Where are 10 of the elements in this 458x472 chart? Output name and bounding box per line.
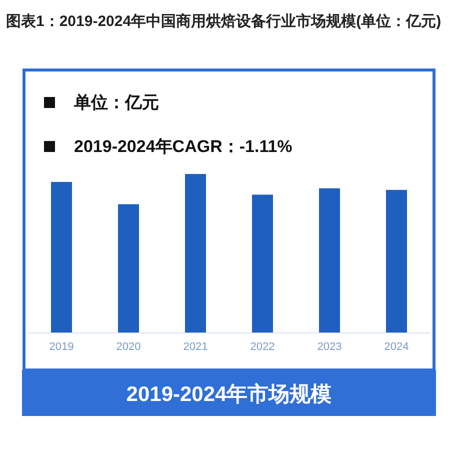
- x-tick-label: 2021: [183, 341, 208, 353]
- x-tick-label: 2024: [384, 341, 409, 353]
- annotation: 2019-2024年CAGR：-1.11%: [44, 137, 292, 156]
- annotation: 单位：亿元: [44, 93, 159, 112]
- x-tick-label: 2020: [116, 341, 141, 353]
- x-tick-label: 2022: [250, 341, 275, 353]
- x-tick-label: 2019: [49, 341, 74, 353]
- x-tick-label: 2023: [317, 341, 342, 353]
- title: 图表1：2019-2024年中国商用烘焙设备行业市场规模(单位：亿元): [6, 13, 442, 30]
- x-axis-title: 2019-2024年市场规模: [126, 382, 332, 406]
